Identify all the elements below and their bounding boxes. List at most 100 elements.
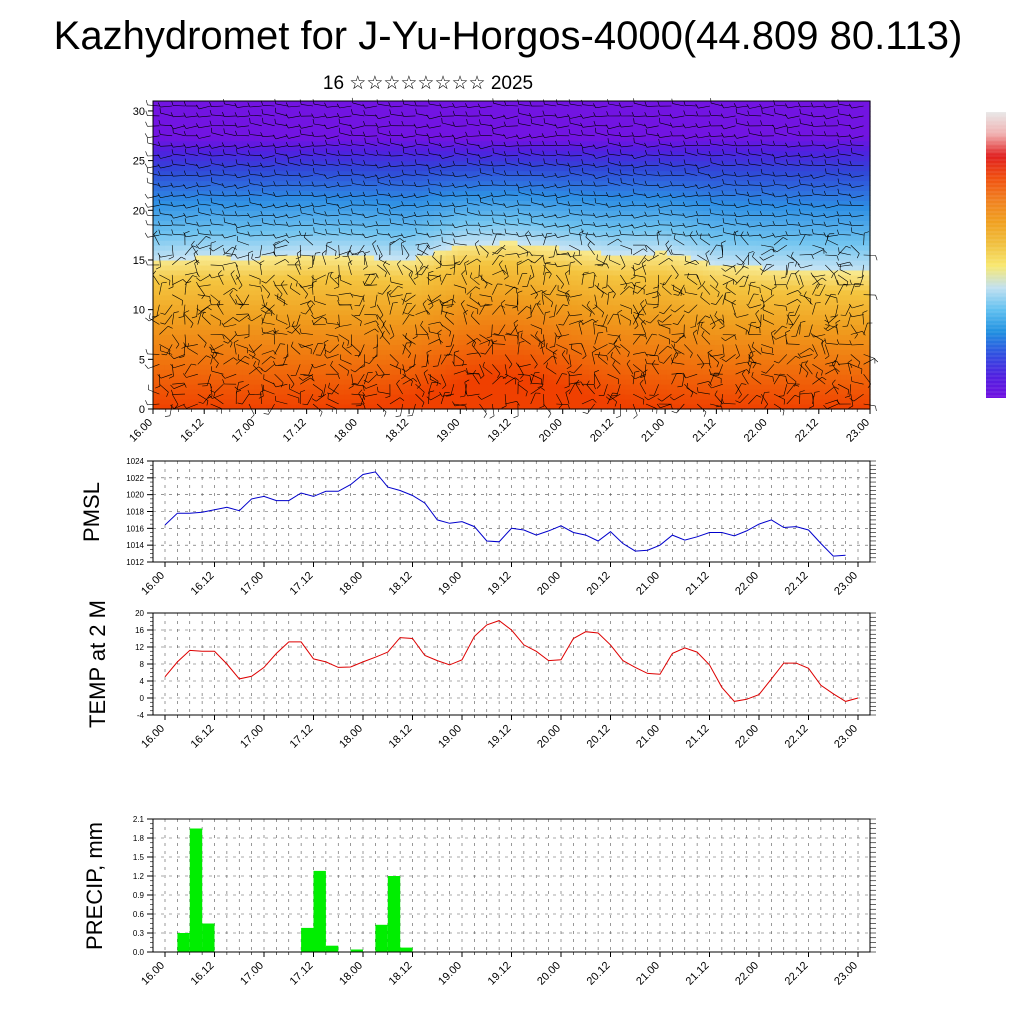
field-cell (218, 225, 226, 231)
field-cell (326, 115, 333, 122)
field-cell (619, 210, 626, 216)
field-cell (499, 369, 507, 375)
field-cell (547, 165, 554, 172)
field-cell (493, 180, 501, 187)
field-cell (212, 399, 220, 405)
field-cell (380, 374, 387, 380)
field-cell (397, 319, 405, 326)
field-cell (469, 130, 477, 137)
field-cell (469, 250, 477, 256)
field-cell (380, 215, 387, 221)
field-cell (499, 349, 507, 355)
field-cell (469, 150, 477, 157)
field-cell (254, 329, 262, 336)
field-cell (218, 240, 226, 246)
field-cell (535, 225, 542, 231)
field-cell (212, 235, 220, 241)
field-cell (523, 369, 531, 375)
field-cell (511, 309, 519, 316)
field-cell (224, 210, 232, 216)
field-cell (332, 215, 339, 221)
field-cell (469, 195, 477, 201)
field-cell (619, 329, 626, 336)
field-cell (260, 324, 268, 331)
field-cell (188, 259, 196, 266)
field-cell (158, 294, 166, 301)
field-cell (206, 389, 214, 395)
field-cell (206, 259, 214, 266)
field-cell (314, 225, 321, 231)
field-cell (248, 259, 256, 266)
field-cell (481, 225, 489, 231)
field-cell (451, 319, 459, 326)
field-cell (565, 185, 572, 192)
field-cell (601, 255, 608, 261)
field-cell (577, 279, 584, 286)
field-cell (571, 170, 578, 177)
field-cell (314, 319, 321, 326)
field-cell (350, 369, 357, 375)
field-cell (170, 269, 178, 276)
field-cell (356, 145, 363, 152)
field-cell (433, 205, 441, 211)
field-cell (218, 334, 226, 341)
field-cell (368, 190, 375, 196)
field-cell (302, 101, 309, 107)
field-cell (308, 324, 315, 331)
field-cell (409, 165, 417, 172)
field-cell (481, 195, 489, 201)
field-cell (242, 289, 250, 296)
field-cell (344, 404, 351, 410)
field-cell (607, 374, 614, 380)
field-cell (445, 130, 453, 137)
field-cell (308, 250, 315, 256)
field-cell (368, 259, 375, 266)
field-cell (188, 200, 196, 206)
field-cell (421, 329, 429, 336)
field-cell (182, 230, 190, 236)
field-cell (362, 230, 369, 236)
field-cell (481, 279, 489, 286)
field-cell (188, 250, 196, 256)
field-cell (332, 105, 339, 112)
field-cell (421, 225, 429, 231)
field-cell (517, 180, 525, 187)
field-cell (577, 399, 584, 405)
field-cell (153, 284, 160, 291)
field-cell (158, 225, 166, 231)
field-cell (188, 210, 196, 216)
field-cell (421, 349, 429, 355)
field-cell (475, 399, 483, 405)
field-cell (481, 294, 489, 301)
field-cell (302, 309, 309, 316)
field-cell (505, 394, 513, 400)
field-cell (368, 264, 375, 271)
field-cell (368, 125, 375, 132)
field-cell (433, 215, 441, 221)
field-cell (302, 240, 309, 246)
field-cell (338, 404, 345, 410)
field-cell (511, 225, 519, 231)
field-cell (242, 120, 250, 127)
field-cell (260, 349, 268, 355)
field-cell (266, 245, 274, 251)
field-cell (451, 235, 459, 241)
field-cell (619, 379, 626, 385)
field-cell (499, 165, 507, 172)
field-cell (278, 354, 286, 360)
field-cell (631, 299, 638, 306)
field-cell (242, 374, 250, 380)
field-cell (284, 200, 292, 206)
field-cell (409, 255, 417, 261)
field-cell (224, 200, 232, 206)
field-cell (380, 170, 387, 177)
field-cell (368, 309, 375, 316)
field-cell (284, 155, 292, 162)
field-cell (535, 284, 542, 291)
field-cell (613, 150, 620, 157)
field-cell (380, 250, 387, 256)
field-cell (296, 374, 303, 380)
field-cell (356, 155, 363, 162)
field-cell (338, 175, 345, 182)
field-cell (200, 160, 208, 167)
